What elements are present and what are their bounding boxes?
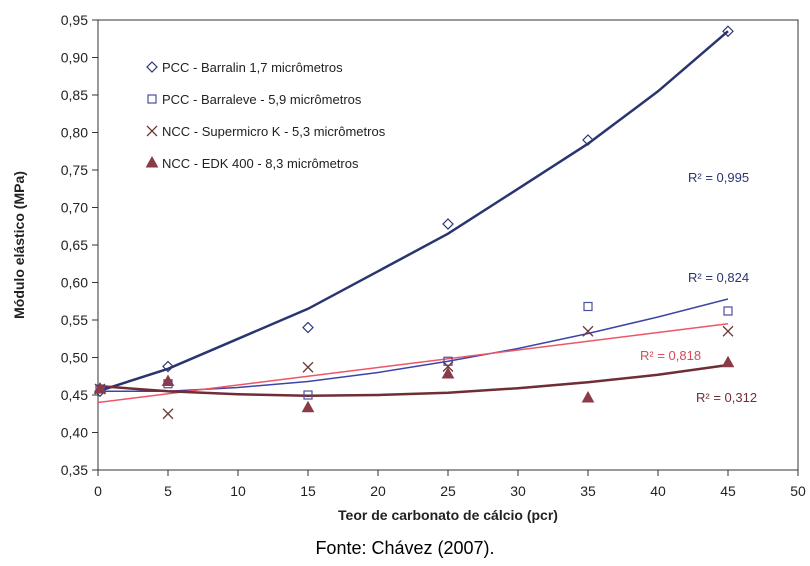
x-tick-label: 35 bbox=[580, 483, 596, 499]
x-tick-label: 0 bbox=[94, 483, 102, 499]
data-point-cross bbox=[442, 361, 454, 372]
legend-marker-triangle bbox=[145, 155, 159, 168]
data-point-square bbox=[443, 356, 453, 366]
data-point-square bbox=[723, 306, 733, 316]
x-tick-label: 10 bbox=[230, 483, 246, 499]
y-tick-label: 0,55 bbox=[61, 312, 88, 328]
trend-line bbox=[97, 322, 729, 404]
x-tick-label: 15 bbox=[300, 483, 316, 499]
data-points bbox=[93, 25, 735, 420]
y-tick-label: 0,75 bbox=[61, 162, 88, 178]
legend-entry: NCC - Supermicro K - 5,3 micrômetros bbox=[162, 124, 386, 139]
data-point-diamond bbox=[442, 218, 454, 230]
x-axis-title: Teor de carbonato de cálcio (pcr) bbox=[338, 507, 558, 523]
x-tick-label: 5 bbox=[164, 483, 172, 499]
data-point-diamond bbox=[582, 134, 594, 146]
legend-marker-square bbox=[147, 94, 157, 104]
y-tick-label: 0,40 bbox=[61, 425, 88, 441]
y-tick-label: 0,95 bbox=[61, 12, 88, 28]
y-tick-label: 0,45 bbox=[61, 387, 88, 403]
data-point-diamond bbox=[162, 360, 174, 373]
trend-line bbox=[97, 30, 729, 393]
legend-marker-cross bbox=[146, 125, 158, 137]
data-point-diamond bbox=[722, 25, 734, 38]
y-tick-label: 0,70 bbox=[61, 200, 88, 216]
legend-entry: PCC - Barraleve - 5,9 micrômetros bbox=[162, 92, 362, 107]
r2-label: R² = 0,995 bbox=[688, 170, 749, 185]
trend-lines bbox=[97, 30, 729, 404]
legend-entry: NCC - EDK 400 - 8,3 micrômetros bbox=[162, 156, 359, 171]
data-point-triangle bbox=[301, 400, 315, 413]
r2-labels: R² = 0,995 R² = 0,824 R² = 0,818 R² = 0,312 bbox=[640, 170, 757, 405]
data-point-triangle bbox=[441, 366, 455, 379]
data-point-square bbox=[303, 390, 313, 400]
x-tick-label: 50 bbox=[790, 483, 806, 499]
data-point-cross bbox=[162, 408, 174, 420]
x-axis: 0 5 10 15 20 25 30 35 40 45 50 bbox=[94, 470, 806, 499]
y-tick-label: 0,80 bbox=[61, 125, 88, 141]
source-caption: Fonte: Chávez (2007). bbox=[315, 538, 495, 558]
x-tick-label: 40 bbox=[650, 483, 666, 499]
y-tick-label: 0,60 bbox=[61, 275, 88, 291]
data-point-square bbox=[583, 301, 593, 312]
data-point-triangle bbox=[721, 355, 735, 368]
y-tick-label: 0,85 bbox=[61, 87, 88, 103]
data-point-diamond bbox=[302, 321, 314, 334]
legend-entry: PCC - Barralin 1,7 micrômetros bbox=[162, 60, 343, 75]
data-point-triangle bbox=[93, 381, 107, 394]
x-tick-label: 25 bbox=[440, 483, 456, 499]
data-point-cross bbox=[302, 361, 314, 373]
y-axis-title: Módulo elástico (MPa) bbox=[11, 171, 27, 319]
r2-label: R² = 0,818 bbox=[640, 348, 701, 363]
y-tick-label: 0,50 bbox=[61, 350, 88, 366]
r2-label: R² = 0,312 bbox=[696, 390, 757, 405]
data-point-triangle bbox=[581, 390, 595, 403]
x-tick-label: 45 bbox=[720, 483, 736, 499]
legend-marker-diamond bbox=[146, 61, 158, 73]
y-tick-label: 0,65 bbox=[61, 237, 88, 253]
legend: PCC - Barralin 1,7 micrômetros PCC - Barr… bbox=[145, 60, 386, 171]
r2-label: R² = 0,824 bbox=[688, 270, 749, 285]
x-tick-label: 30 bbox=[510, 483, 526, 499]
x-tick-label: 20 bbox=[370, 483, 386, 499]
data-point-triangle bbox=[161, 374, 175, 386]
y-axis: 0,35 0,40 0,45 0,50 0,55 0,60 0,65 0,70 0,75 0,80… bbox=[61, 12, 98, 478]
trend-line bbox=[97, 363, 729, 398]
data-point-cross bbox=[582, 325, 594, 337]
y-tick-label: 0,35 bbox=[61, 462, 88, 478]
y-tick-label: 0,90 bbox=[61, 50, 88, 66]
plot-area bbox=[97, 19, 799, 471]
data-point-cross bbox=[722, 325, 734, 337]
